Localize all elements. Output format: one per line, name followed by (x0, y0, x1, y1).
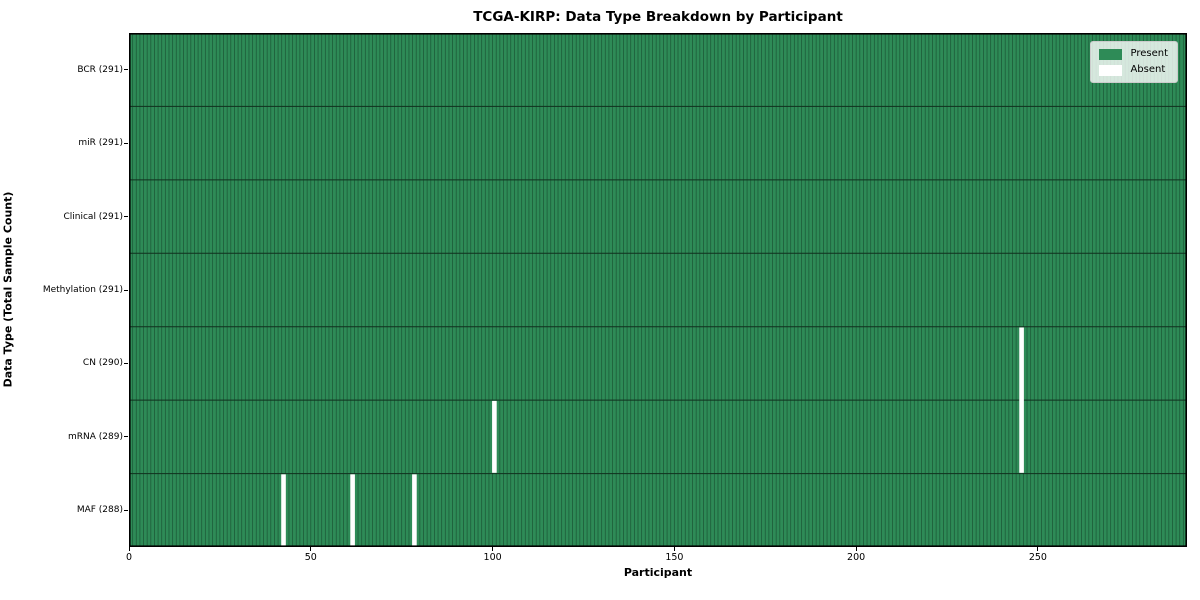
y-tick-label: MAF (288) (76, 505, 123, 516)
y-tick-mark (124, 289, 128, 291)
y-tick-label: CN (290) (82, 358, 123, 369)
chart-plot-area: Present Absent (129, 33, 1187, 547)
legend-label-absent: Absent (1130, 64, 1166, 75)
legend: Present Absent (1090, 41, 1178, 83)
x-tick-label: 150 (665, 552, 684, 563)
y-tick-label: Clinical (291) (63, 211, 123, 222)
y-tick-label: mRNA (289) (68, 431, 123, 442)
y-tick-mark (124, 142, 128, 144)
heatmap-cells (129, 33, 1187, 547)
x-axis-label: Participant (623, 566, 693, 579)
x-tick-mark (673, 547, 675, 551)
y-tick-label: BCR (291) (77, 64, 123, 75)
present-swatch (1099, 48, 1123, 60)
y-tick-label: miR (291) (78, 138, 123, 149)
chart-title: TCGA-KIRP: Data Type Breakdown by Partic… (473, 9, 843, 25)
x-tick-mark (855, 547, 857, 551)
x-tick-mark (1037, 547, 1039, 551)
x-tick-mark (310, 547, 312, 551)
y-tick-mark (124, 362, 128, 364)
x-tick-mark (128, 547, 130, 551)
legend-item-present: Present (1099, 48, 1168, 60)
x-tick-label: 200 (847, 552, 866, 563)
y-tick-mark (124, 509, 128, 511)
x-tick-label: 0 (125, 552, 133, 563)
absent-swatch (1099, 64, 1123, 76)
legend-item-absent: Absent (1099, 64, 1168, 76)
y-tick-mark (124, 216, 128, 218)
x-tick-label: 250 (1028, 552, 1047, 563)
y-tick-label: Methylation (291) (42, 285, 123, 295)
x-tick-mark (492, 547, 494, 551)
y-tick-mark (124, 436, 128, 438)
x-tick-label: 100 (483, 552, 502, 563)
x-tick-label: 50 (304, 552, 317, 563)
y-tick-mark (124, 69, 128, 71)
legend-label-present: Present (1130, 48, 1168, 59)
